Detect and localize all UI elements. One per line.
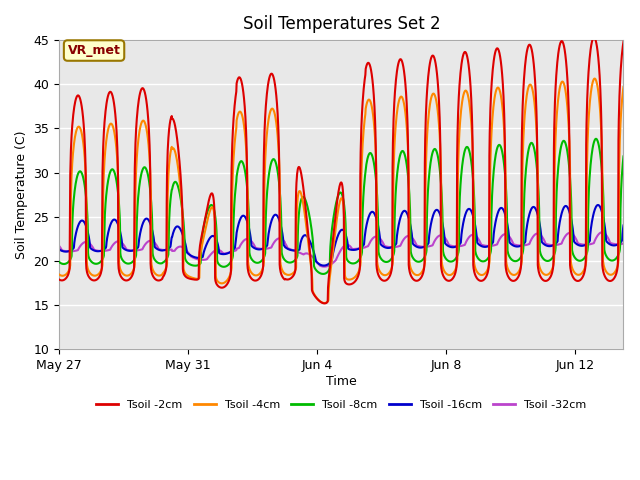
Y-axis label: Soil Temperature (C): Soil Temperature (C) <box>15 131 28 259</box>
Title: Soil Temperatures Set 2: Soil Temperatures Set 2 <box>243 15 440 33</box>
Text: VR_met: VR_met <box>68 44 120 57</box>
Legend: Tsoil -2cm, Tsoil -4cm, Tsoil -8cm, Tsoil -16cm, Tsoil -32cm: Tsoil -2cm, Tsoil -4cm, Tsoil -8cm, Tsoi… <box>92 395 591 414</box>
X-axis label: Time: Time <box>326 375 356 388</box>
